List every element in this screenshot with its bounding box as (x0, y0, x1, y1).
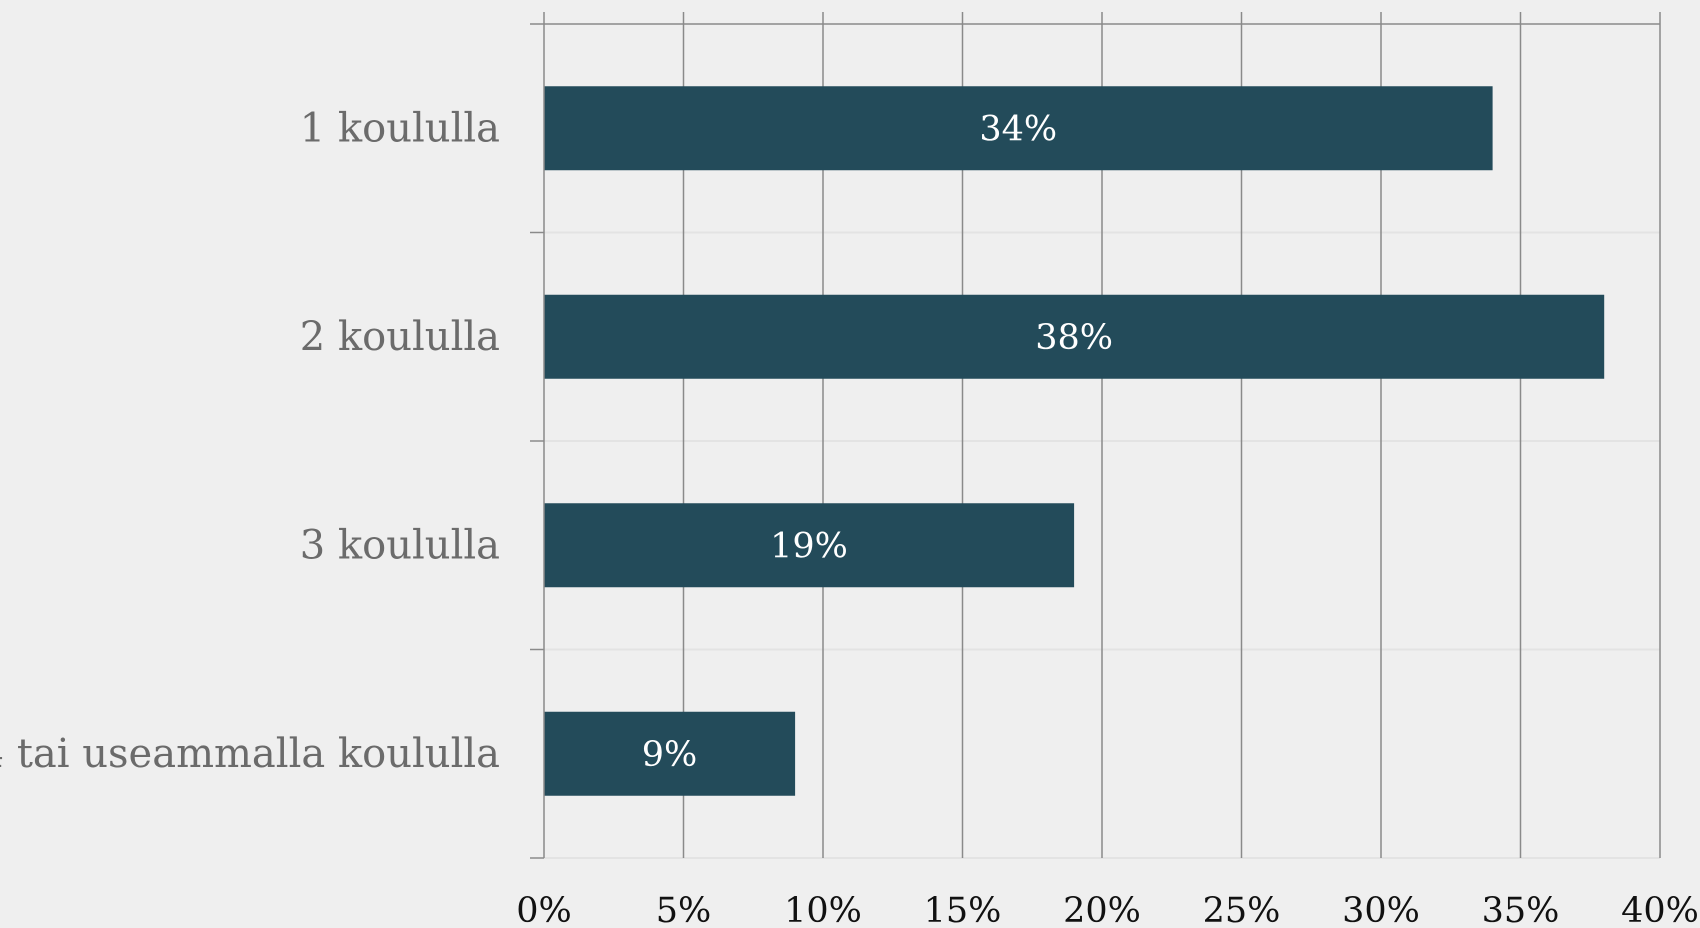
bar (544, 294, 1605, 379)
bars (544, 86, 1605, 796)
bar (544, 503, 1075, 588)
category-labels: 1 koululla 2 koululla 3 koululla 4 tai usea… (0, 105, 500, 777)
data-label: 19% (770, 526, 848, 566)
x-tick-label: 0% (516, 891, 572, 928)
x-tick-label: 5% (656, 891, 712, 928)
category-label: 3 koululla (300, 522, 500, 568)
bar (544, 711, 796, 796)
x-tick-label: 15% (924, 891, 1002, 928)
data-label: 9% (642, 735, 698, 775)
data-label: 38% (1035, 318, 1113, 358)
x-tick-label: 35% (1482, 891, 1560, 928)
x-tick-label: 20% (1063, 891, 1141, 928)
x-tick-label: 40% (1621, 891, 1699, 928)
x-tick-label: 30% (1342, 891, 1420, 928)
category-label: 1 koululla (300, 105, 500, 151)
category-label: 4 tai useammalla koululla (0, 731, 500, 777)
x-tick-labels: 0% 5% 10% 15% 20% 25% 30% 35% 40% (516, 891, 1699, 928)
bar (544, 86, 1493, 171)
category-label: 2 koululla (300, 314, 500, 360)
data-label: 34% (979, 109, 1057, 149)
x-tick-label: 10% (784, 891, 862, 928)
data-labels: 34% 38% 19% 9% (642, 109, 1113, 775)
x-tick-label: 25% (1203, 891, 1281, 928)
y-axis (530, 12, 1660, 859)
